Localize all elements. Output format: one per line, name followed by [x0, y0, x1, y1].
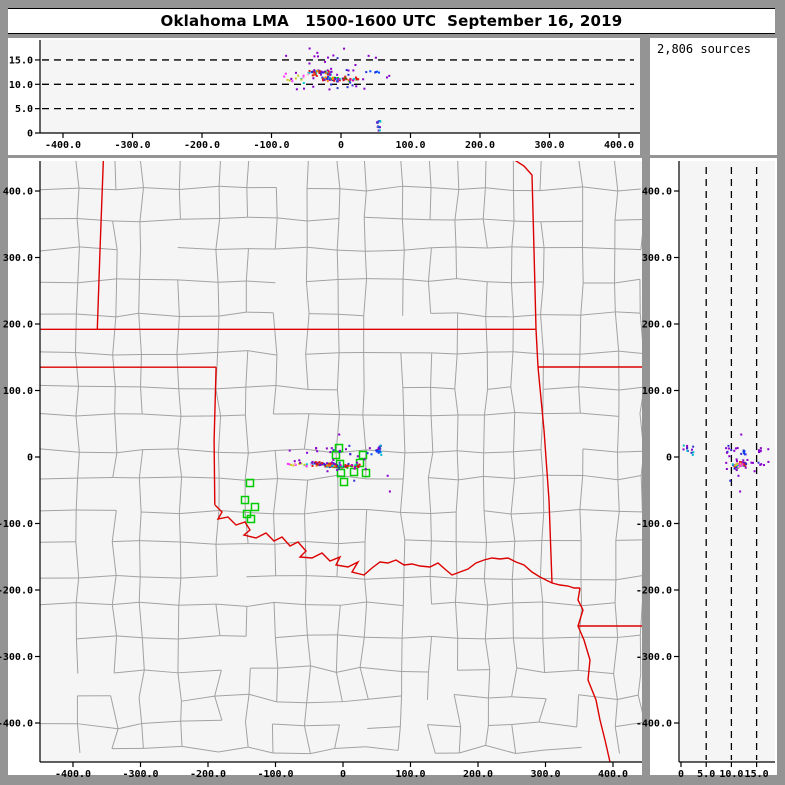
lma-station-marker — [245, 478, 255, 488]
lightning-sources — [283, 47, 391, 132]
tick-label: -300.0 — [122, 769, 158, 780]
tick-label: 300.0 — [530, 769, 560, 780]
lightning-sources — [286, 433, 391, 493]
lma-station-marker — [331, 450, 341, 460]
tick-label: 15.0 — [9, 55, 33, 66]
tick-label: 0 — [27, 129, 33, 140]
tick-label: 5.0 — [15, 104, 33, 115]
state-border-tx-ok-100W — [213, 367, 217, 505]
tick-label: -200.0 — [184, 140, 220, 151]
tick-label: 400.0 — [3, 187, 33, 198]
tick-label: 300.0 — [642, 253, 672, 264]
tick-label: -400.0 — [45, 140, 81, 151]
state-border-tx-ar-la — [577, 587, 611, 762]
tick-label: 400.0 — [642, 187, 672, 198]
tick-label: -400.0 — [55, 769, 91, 780]
tick-label: 200.0 — [3, 320, 33, 331]
tick-label: -100.0 — [257, 769, 293, 780]
tick-label: 400.0 — [604, 140, 634, 151]
tick-label: -300.0 — [0, 652, 33, 663]
plan-view-map-plot[interactable]: -400.0 -300.0 -200.0 -100.0 0 100.0 200.0 300.0… — [0, 158, 642, 780]
tick-label: 0 — [666, 453, 672, 464]
tick-label: 300.0 — [534, 140, 564, 151]
tick-label: 0 — [678, 769, 684, 780]
tick-label: 5.0 — [697, 769, 715, 780]
tick-label: -200.0 — [190, 769, 226, 780]
axes: 0 5.0 10.0 15.0 400.0 300.0 200.0 100.0 0 -100.0 -… — [636, 161, 775, 780]
tick-label: 0 — [340, 769, 346, 780]
tick-label: 200.0 — [465, 140, 495, 151]
lma-station-marker — [250, 502, 260, 512]
altitude-reference-lines — [705, 167, 758, 760]
plot-background — [679, 161, 775, 762]
tick-label: 10.0 — [9, 80, 33, 91]
lma-station-marker — [246, 514, 256, 524]
tick-label: 200.0 — [463, 769, 493, 780]
lightning-sources — [682, 433, 770, 493]
tick-label: 200.0 — [642, 320, 672, 331]
tick-label: -100.0 — [636, 519, 672, 530]
state-borders — [40, 161, 642, 762]
ew-altitude-plot[interactable]: -400.0 -300.0 -200.0 -100.0 0 100.0 200.0 300.0… — [8, 38, 640, 155]
tick-label: 0 — [27, 453, 33, 464]
lma-station-markers — [240, 443, 371, 524]
title-bar: Oklahoma LMA 1500-1600 UTC September 16,… — [8, 8, 775, 34]
ns-altitude-panel: 0 5.0 10.0 15.0 400.0 300.0 200.0 100.0 0 -100.0 -… — [636, 158, 777, 780]
tick-label: 10.0 — [719, 769, 743, 780]
lma-station-marker — [336, 468, 346, 478]
tick-label: 400.0 — [598, 769, 628, 780]
lma-station-marker — [240, 495, 250, 505]
altitude-reference-lines — [42, 59, 634, 110]
lma-station-marker — [358, 450, 368, 460]
state-border-co-ks-102W — [96, 161, 105, 330]
ew-altitude-panel: -400.0 -300.0 -200.0 -100.0 0 100.0 200.0 300.0… — [8, 38, 640, 155]
tick-label: 100.0 — [395, 769, 425, 780]
plan-view-map-panel: -400.0 -300.0 -200.0 -100.0 0 100.0 200.0 300.0… — [0, 158, 642, 780]
axes: -400.0 -300.0 -200.0 -100.0 0 100.0 200.0 300.0… — [9, 40, 640, 151]
state-border-ok-ar — [537, 366, 553, 584]
tick-label: -100.0 — [253, 140, 289, 151]
lma-station-marker — [339, 477, 349, 487]
ns-altitude-plot[interactable]: 0 5.0 10.0 15.0 400.0 300.0 200.0 100.0 0 -100.0 -… — [636, 158, 777, 780]
tick-label: 100.0 — [395, 140, 425, 151]
plot-background — [40, 40, 640, 133]
tick-label: 15.0 — [745, 769, 769, 780]
tick-label: 100.0 — [642, 386, 672, 397]
tick-label: -100.0 — [0, 519, 33, 530]
tick-label: -200.0 — [0, 586, 33, 597]
tick-label: -200.0 — [636, 586, 672, 597]
tick-label: -300.0 — [636, 652, 672, 663]
tick-label: 300.0 — [3, 253, 33, 264]
page-title: Oklahoma LMA 1500-1600 UTC September 16,… — [160, 12, 623, 30]
tick-label: -400.0 — [636, 719, 672, 730]
tick-label: -300.0 — [114, 140, 150, 151]
sources-count-label: 2,806 sources — [657, 42, 751, 56]
tick-label: -400.0 — [0, 719, 33, 730]
axes: -400.0 -300.0 -200.0 -100.0 0 100.0 200.0 300.0… — [0, 161, 642, 780]
tick-label: 0 — [338, 140, 344, 151]
state-border-ks-mo — [514, 161, 539, 368]
sources-count-panel: 2,806 sources — [650, 38, 777, 155]
state-border-red-river-tx-ok — [214, 504, 580, 589]
tick-label: 100.0 — [3, 386, 33, 397]
